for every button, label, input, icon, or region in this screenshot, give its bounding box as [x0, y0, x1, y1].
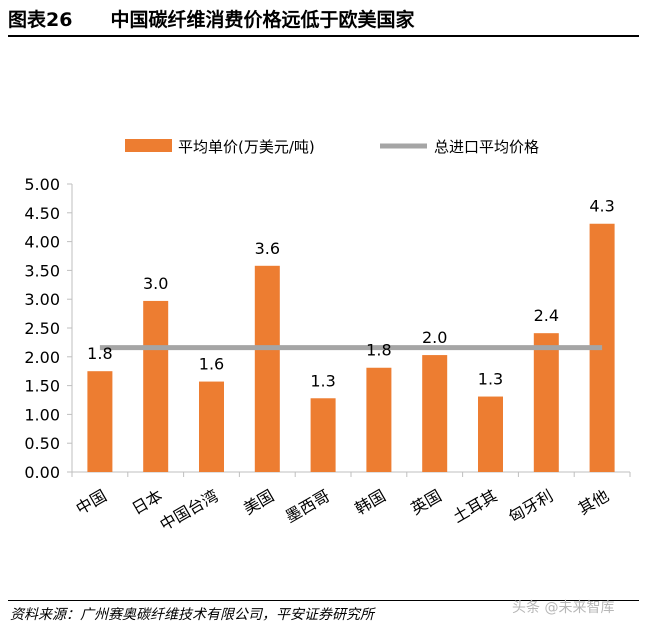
bar: [533, 333, 559, 472]
bar: [254, 265, 280, 472]
x-tick-label: 英国: [407, 486, 444, 518]
data-label: 4.3: [589, 197, 614, 216]
bar: [478, 396, 503, 472]
bar: [366, 367, 392, 472]
source-note: 资料来源：广州赛奥碳纤维技术有限公司，平安证券研究所: [10, 607, 374, 623]
legend-label-line: 总进口平均价格: [434, 138, 539, 156]
bar: [143, 300, 169, 472]
bar: [199, 381, 224, 472]
data-labels: 1.8 3.0 1.6 3.6 1.3 1.8 2.0 1.3 2.4 4.3: [87, 197, 615, 391]
y-tick-label: 4.00: [24, 233, 60, 252]
y-tick-label: 2.50: [24, 319, 60, 338]
x-tick-label: 韩国: [352, 486, 389, 518]
y-tick-label: 4.50: [24, 204, 60, 223]
legend-swatch-bar: [125, 139, 172, 152]
data-label: 2.0: [422, 328, 447, 347]
data-label: 1.8: [87, 344, 112, 363]
x-tick-label: 墨西哥: [282, 486, 333, 526]
y-tick-label: 0.50: [24, 434, 60, 453]
y-tick-label: 3.50: [24, 261, 60, 280]
x-tick-label: 中国台湾: [157, 486, 222, 534]
figure-heading: 中国碳纤维消费价格远低于欧美国家: [110, 9, 415, 31]
x-tick-label: 美国: [240, 486, 277, 518]
bar: [310, 398, 336, 472]
y-tick-label: 2.00: [24, 348, 60, 367]
data-label: 1.8: [366, 341, 391, 360]
x-tick-label: 中国: [73, 486, 110, 518]
data-label: 3.0: [143, 274, 168, 293]
x-tick-label: 土耳其: [449, 486, 500, 526]
bar: [422, 355, 448, 472]
title-rule: [8, 35, 639, 37]
figure-number: 图表26: [8, 9, 73, 31]
data-label: 1.3: [478, 370, 503, 389]
data-label: 3.6: [255, 239, 280, 258]
y-tick-label: 5.00: [24, 175, 60, 194]
data-label: 2.4: [534, 306, 559, 325]
x-tick-label: 其他: [575, 486, 612, 518]
data-label: 1.3: [310, 371, 335, 390]
y-tick-label: 1.00: [24, 405, 60, 424]
legend-label-bar: 平均单价(万美元/吨): [178, 138, 315, 156]
x-tick-label: 匈牙利: [505, 486, 556, 526]
data-label: 1.6: [199, 355, 224, 374]
y-tick-label: 3.00: [24, 290, 60, 309]
bar-chart: 平均单价(万美元/吨) 总进口平均价格 0.00 0.50 1.00 1.50 2.00 2…: [24, 138, 631, 534]
watermark: 头条 @未来智库: [512, 600, 615, 616]
y-tick-label: 1.50: [24, 377, 60, 396]
y-tick-label: 0.00: [24, 463, 60, 482]
figure-title: 图表26 中国碳纤维消费价格远低于欧美国家: [8, 5, 414, 32]
bar: [87, 371, 113, 472]
source-rule: [8, 600, 639, 601]
legend: 平均单价(万美元/吨) 总进口平均价格: [125, 138, 539, 156]
x-tick-label: 日本: [128, 486, 165, 518]
